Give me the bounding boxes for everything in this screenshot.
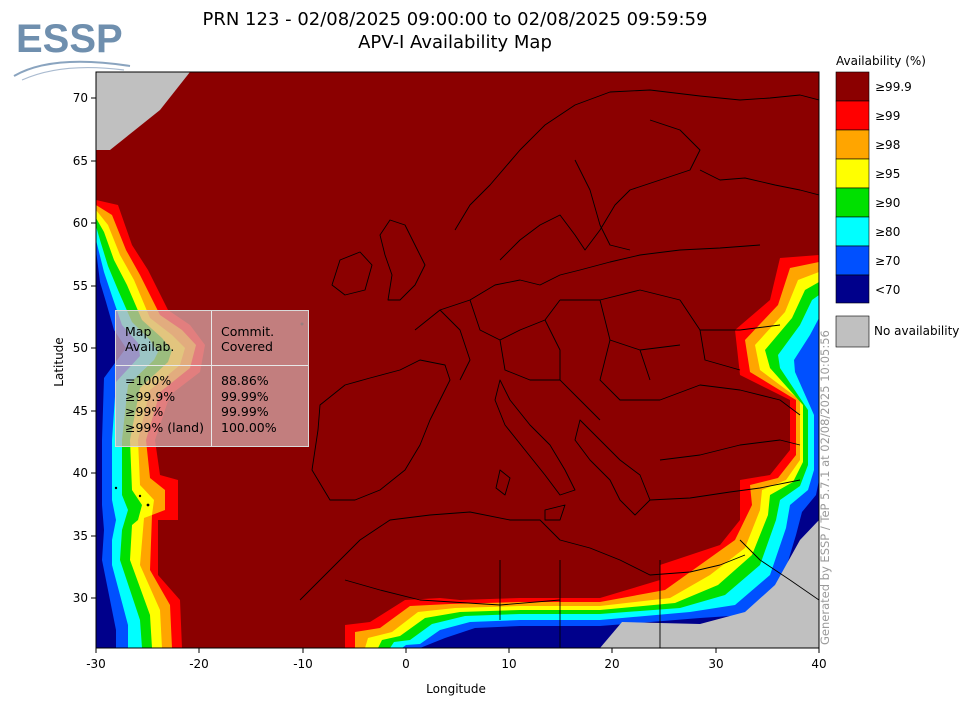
legend-label: ≥99.9 [875,80,912,94]
generated-credit: Generated by ESSP / TeP 5.7.1 at 02/08/2… [818,330,832,645]
stats-row-value: 99.99% [221,388,269,404]
no-availability-swatch [835,315,870,348]
stats-row-value: 100.00% [221,419,277,435]
x-tick-label: 40 [811,657,826,671]
stats-row-label: =100% [125,373,172,388]
stats-col1-header: Map Availab. [125,324,175,354]
stats-row-value: 99.99% [221,404,269,419]
stats-row-label: ≥99.9% [125,388,176,404]
map-frame [95,71,820,649]
y-tick-label: 60 [73,216,88,230]
y-tick-label: 65 [73,154,88,168]
x-tick-label: 10 [501,657,516,671]
stats-row-label: ≥99% [125,404,164,419]
legend-label: <70 [875,283,901,297]
logo-text: ESSP [16,17,123,61]
x-tick-label: -20 [189,657,209,671]
map-title-period: PRN 123 - 02/08/2025 09:00:00 to 02/08/2… [202,9,708,30]
y-axis-label: Latitude [52,337,66,386]
map-title-service: APV-I Availability Map [358,32,552,53]
x-tick-label: 0 [402,657,410,671]
x-tick-label: -10 [293,657,313,671]
stats-row-value: 88.86% [221,373,269,388]
y-tick-label: 35 [73,529,88,543]
y-tick-label: 30 [73,591,88,605]
stats-values: 88.86% 99.99% 99.99% 100.00% [221,373,277,435]
y-tick-label: 45 [73,404,88,418]
legend-colorbar [835,71,870,348]
legend-label: ≥80 [875,225,901,239]
stats-labels: =100% ≥99.9% ≥99% ≥99% (land) [125,373,204,435]
availability-stats-table: Map Availab. Commit. Covered =100% ≥99.9… [115,310,309,447]
stats-row-label: ≥99% (land) [125,419,204,435]
legend-title: Availability (%) [836,54,926,68]
y-tick-label: 70 [73,91,88,105]
essp-logo: ESSP [13,17,131,81]
legend-label: ≥98 [875,138,901,152]
legend-label: ≥95 [875,167,901,181]
y-tick-label: 40 [73,466,88,480]
y-tick-label: 55 [73,279,88,293]
x-tick-label: 30 [708,657,723,671]
legend-label: ≥70 [875,254,901,268]
x-tick-label: -30 [86,657,106,671]
x-tick-label: 20 [604,657,619,671]
legend-label: ≥99 [875,109,901,123]
no-availability-label: No availability [874,324,960,338]
x-axis-label: Longitude [426,682,486,696]
y-tick-label: 50 [73,341,88,355]
legend-label: ≥90 [875,196,901,210]
stats-col2-header: Commit. Covered [221,324,275,354]
